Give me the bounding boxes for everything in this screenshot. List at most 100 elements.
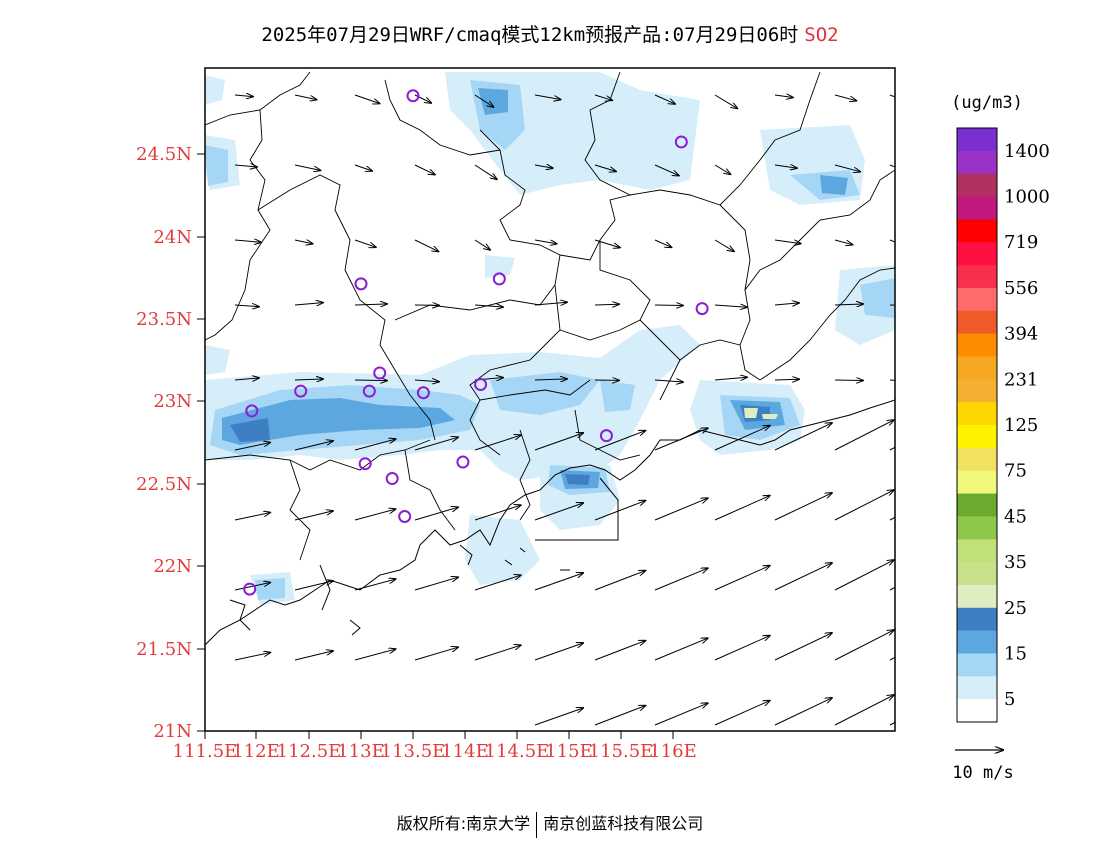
wind-arrow <box>474 164 497 179</box>
lon-label-115: 115E <box>545 741 593 762</box>
station-marker <box>362 384 376 398</box>
colorbar-swatch <box>957 219 997 243</box>
wind-arrow <box>474 305 503 307</box>
wind-arrow <box>714 496 770 521</box>
wind-arrow <box>474 575 521 591</box>
lat-label-24-5: 24.5N <box>136 144 192 165</box>
wind-arrow <box>354 94 380 104</box>
wind-arrow <box>594 431 645 451</box>
station-marker <box>416 386 430 400</box>
wind-arrow <box>414 239 438 251</box>
wind-arrow <box>354 509 396 521</box>
wind-arrow <box>774 379 799 380</box>
colorbar-level-label: 75 <box>1004 461 1027 482</box>
lon-label-114: 114E <box>441 741 489 762</box>
wind-arrow <box>834 94 856 101</box>
wind-arrow <box>294 94 317 100</box>
colorbar-level-label: 1400 <box>1004 141 1050 162</box>
colorbar-swatch <box>957 287 997 312</box>
wind-arrow <box>889 94 895 98</box>
wind-arrow <box>834 420 894 451</box>
wind-arrow <box>594 239 620 248</box>
longitude-axis: 111.5E 112E 112.5E 113E 113.5E 114E 114.… <box>173 731 697 762</box>
wind-arrow <box>654 380 683 382</box>
lat-label-23-5: 23.5N <box>136 309 192 330</box>
wind-arrow <box>414 380 439 382</box>
wind-arrow <box>294 651 333 661</box>
lon-label-113: 113E <box>337 741 385 762</box>
wind-arrow <box>774 698 832 726</box>
station-marker <box>354 277 368 291</box>
colorbar-swatch <box>957 265 997 289</box>
wind-arrow <box>774 165 797 168</box>
wind-arrow <box>294 303 323 305</box>
wind-arrow <box>234 240 261 242</box>
lon-label-114-5: 114.5E <box>485 741 550 762</box>
map-title: 2025年07月29日WRF/cmaq模式12km预报产品:07月29日06时 S… <box>0 20 1100 47</box>
concentration-field <box>205 71 895 726</box>
wind-arrow <box>534 239 557 244</box>
colorbar-swatch <box>957 676 997 700</box>
wind-arrow <box>889 446 895 451</box>
station-marker <box>245 404 259 418</box>
station-marker <box>474 378 488 391</box>
colorbar-swatch <box>957 584 997 609</box>
station-marker <box>599 429 613 443</box>
lat-label-21-5: 21.5N <box>136 639 192 660</box>
colorbar-swatch <box>957 128 997 152</box>
station-marker <box>243 582 257 596</box>
wind-arrow <box>534 379 567 380</box>
colorbar-swatch <box>957 562 997 586</box>
colorbar-swatch <box>957 447 997 472</box>
wind-arrow <box>534 94 561 100</box>
wind-arrow <box>889 239 895 243</box>
plot-frame <box>204 67 896 732</box>
latitude-axis: 24.5N 24N 23.5N 23N 22.5N 22N 21.5N 21N <box>136 144 205 742</box>
wind-arrow <box>234 653 270 661</box>
wind-arrow <box>414 647 458 661</box>
colorbar-level-label: 5 <box>1004 689 1015 710</box>
wind-vectors <box>234 94 895 726</box>
wind-arrow <box>654 498 708 521</box>
wind-arrow <box>889 656 895 661</box>
wind-arrow <box>774 303 799 305</box>
lon-label-111-5: 111.5E <box>173 741 238 762</box>
colorbar-level-label: 719 <box>1004 232 1038 253</box>
wind-arrow <box>774 493 832 521</box>
colorbar-level-label: 556 <box>1004 278 1038 299</box>
wind-arrow <box>654 428 708 451</box>
wind-arrow <box>834 239 852 245</box>
colorbar-swatch <box>957 539 997 563</box>
wind-arrow <box>889 164 895 168</box>
lon-label-115-5: 115.5E <box>589 741 654 762</box>
wind-arrow <box>834 304 863 305</box>
wind-arrow <box>834 695 894 726</box>
wind-arrow <box>234 583 270 591</box>
colorbar-swatch <box>957 425 997 449</box>
colorbar-level-label: 45 <box>1004 506 1027 527</box>
wind-arrow <box>414 437 458 451</box>
lat-label-22-5: 22.5N <box>136 474 192 495</box>
wind-arrow <box>714 239 734 251</box>
colorbar <box>957 128 997 723</box>
wind-arrow <box>594 571 645 591</box>
wind-arrow <box>594 164 616 171</box>
contour-45-75 <box>744 408 758 418</box>
monitoring-stations <box>243 89 709 596</box>
wind-arrow <box>714 305 747 307</box>
colorbar-swatch <box>957 653 997 677</box>
wind-arrow <box>354 579 396 591</box>
title-variable: SO2 <box>804 24 839 46</box>
colorbar-level-label: 35 <box>1004 552 1027 573</box>
wind-arrow <box>774 633 832 661</box>
wind-arrow <box>834 164 860 172</box>
wind-arrow <box>714 164 730 174</box>
wind-arrow <box>234 305 259 307</box>
colorbar-swatch <box>957 196 997 220</box>
wind-arrow <box>534 503 583 521</box>
colorbar-swatch <box>957 242 997 266</box>
wind-arrow <box>834 380 863 381</box>
station-marker <box>385 472 399 486</box>
wind-arrow <box>474 239 490 250</box>
